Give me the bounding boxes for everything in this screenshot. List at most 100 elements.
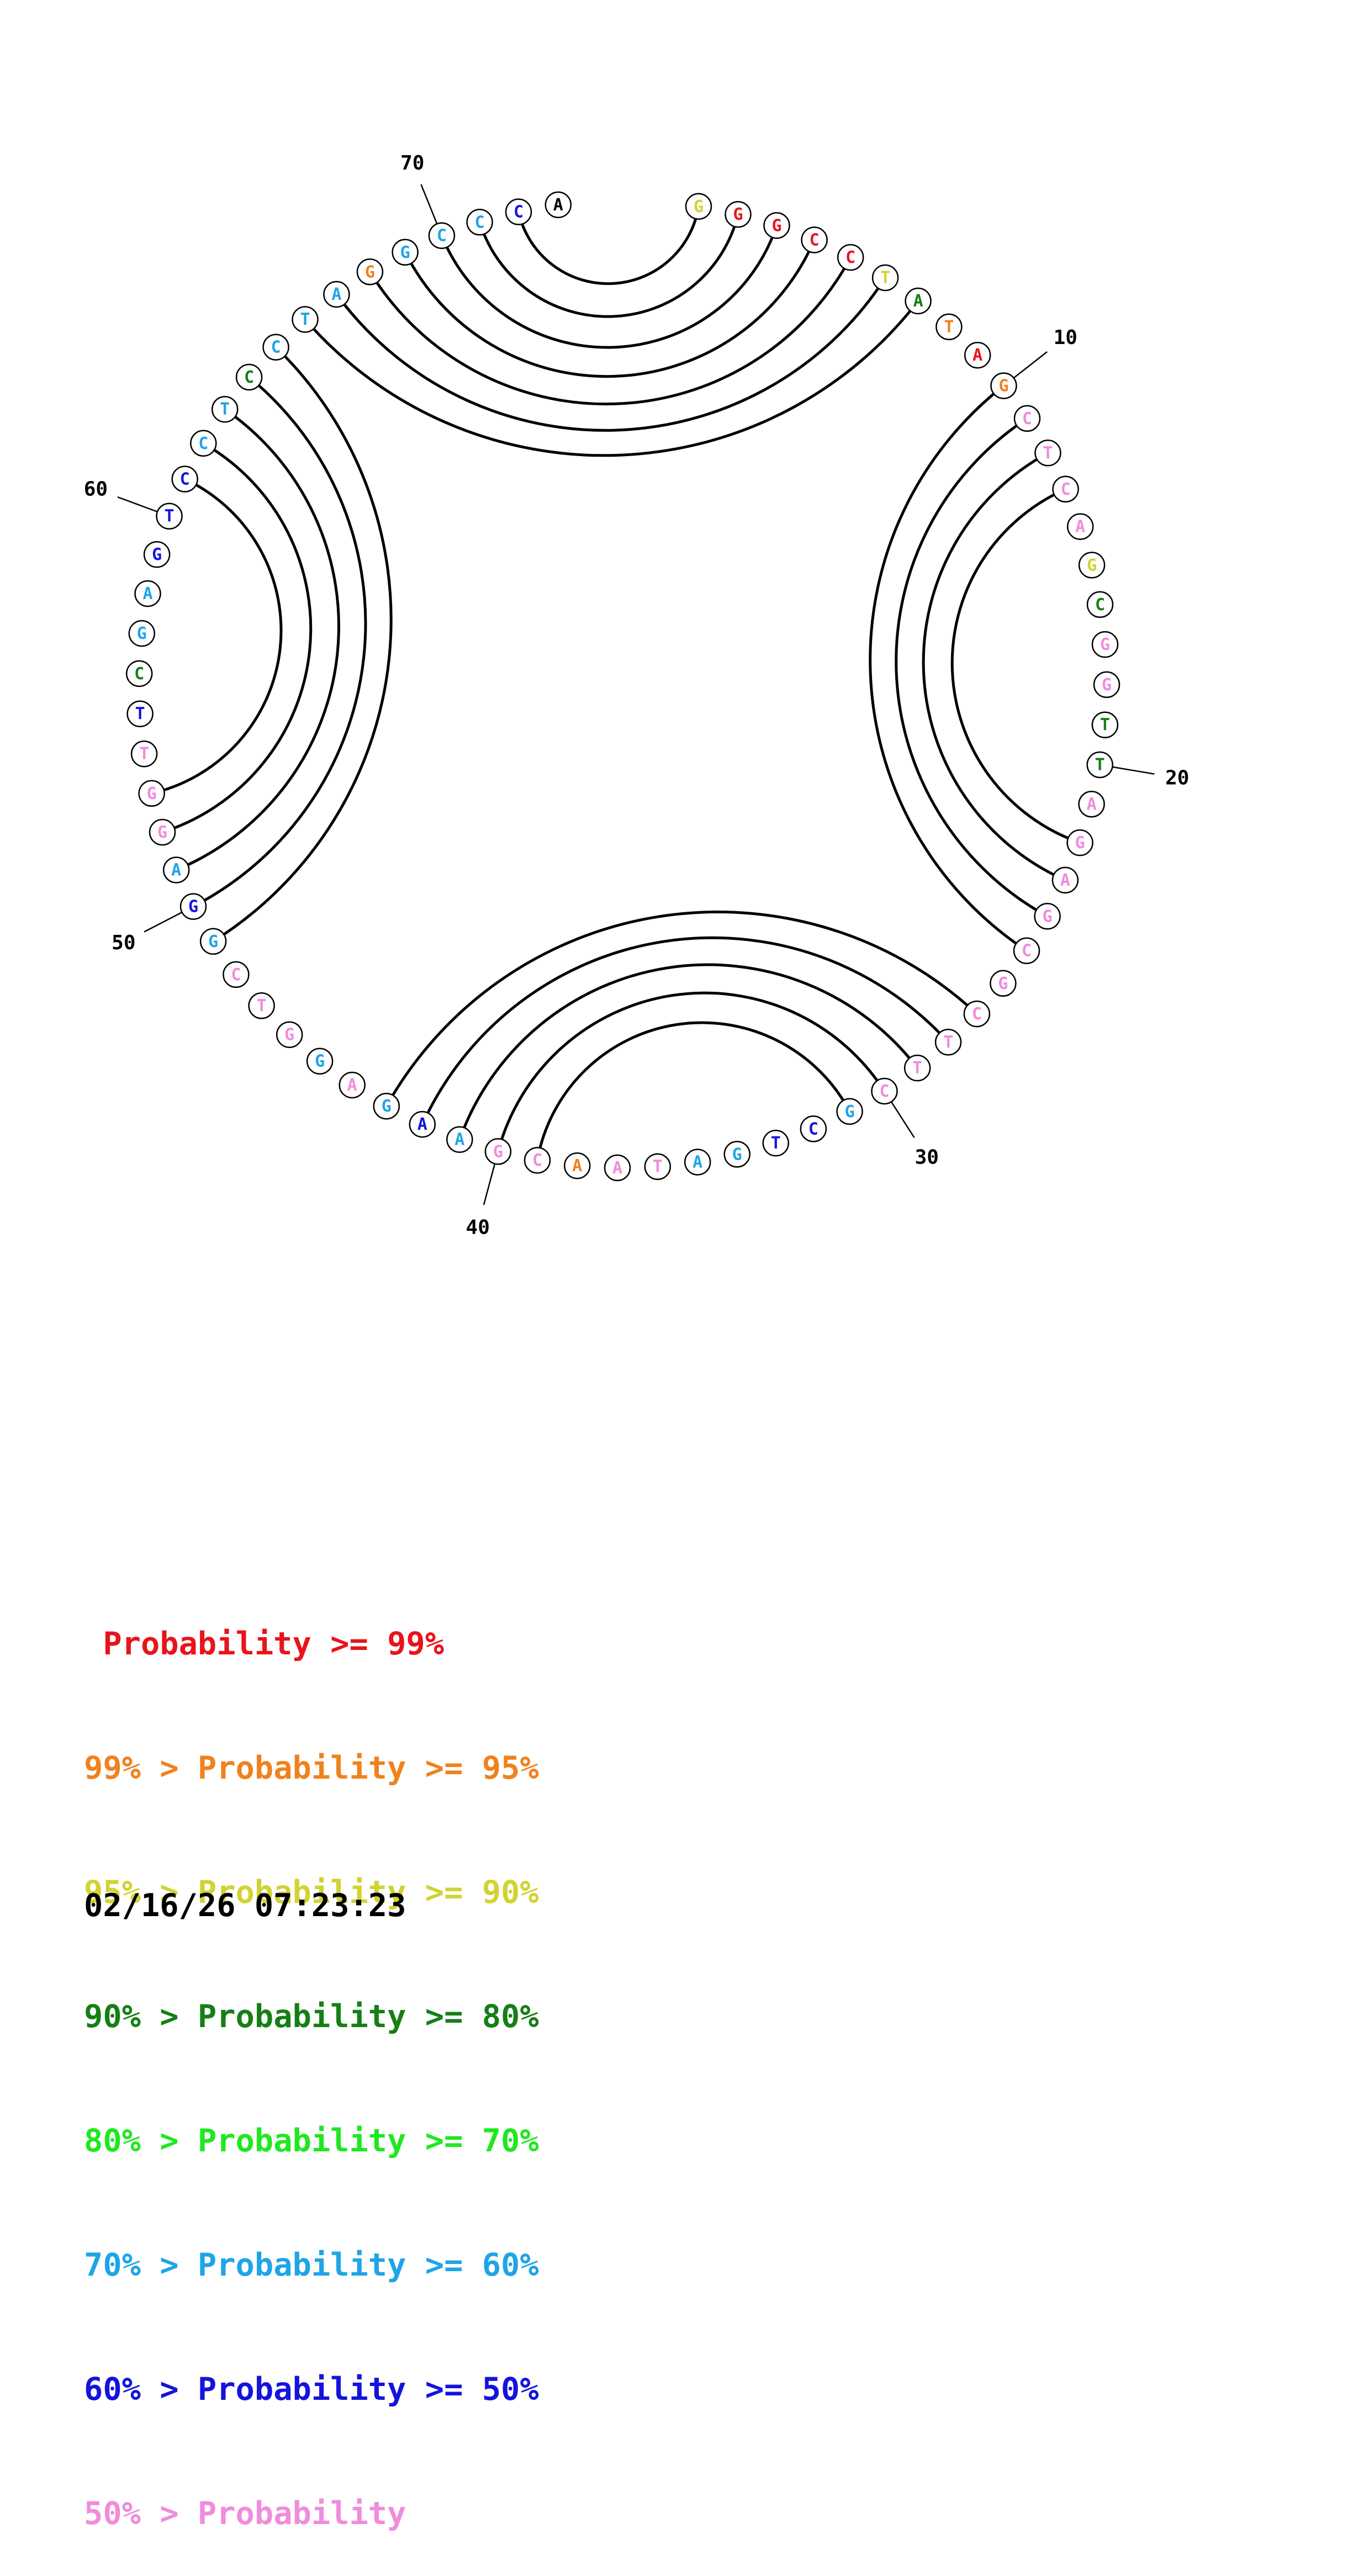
nucleotide-circle bbox=[836, 1098, 863, 1125]
legend-row: 90% > Probability >= 80% bbox=[84, 1996, 539, 2038]
nucleotide: T bbox=[934, 1029, 962, 1056]
nucleotide: A bbox=[134, 580, 161, 607]
legend-label: Probability bbox=[197, 2371, 406, 2408]
nucleotide: A bbox=[162, 856, 190, 884]
nucleotide-letter: T bbox=[220, 400, 230, 419]
nucleotide-circle bbox=[505, 198, 532, 225]
nucleotide-letter: A bbox=[347, 1076, 357, 1095]
number-label: 10 bbox=[1054, 326, 1077, 349]
nucleotide: T bbox=[211, 395, 239, 423]
legend-label: Probability bbox=[197, 1874, 406, 1911]
nucleotide-circle bbox=[392, 239, 419, 266]
nucleotide: G bbox=[149, 818, 176, 846]
nucleotide-circle bbox=[409, 1110, 436, 1138]
nucleotide-letter: G bbox=[1102, 675, 1112, 695]
base-pair-arc bbox=[151, 478, 283, 795]
nucleotide-circle bbox=[685, 193, 712, 220]
nucleotide-circle bbox=[128, 620, 156, 647]
nucleotide: A bbox=[323, 281, 350, 308]
nucleotide-letter: C bbox=[475, 213, 485, 232]
legend-label: Probability bbox=[197, 2495, 406, 2532]
nucleotide-circle bbox=[963, 1000, 991, 1028]
nucleotide-letter: G bbox=[382, 1097, 392, 1116]
nucleotide: A bbox=[964, 341, 991, 369]
nucleotide: T bbox=[248, 992, 275, 1019]
nucleotide-letter: A bbox=[572, 1156, 582, 1176]
nucleotide-circle bbox=[903, 1054, 931, 1082]
nucleotide-letter: T bbox=[1095, 755, 1105, 775]
nucleotide-letter: G bbox=[771, 216, 781, 235]
legend-suffix: >= 50% bbox=[425, 2371, 539, 2408]
nucleotide: C bbox=[1086, 591, 1114, 618]
nucleotide-circle bbox=[1066, 513, 1094, 540]
legend-prefix: 99% > bbox=[84, 1750, 179, 1786]
nucleotide-circle bbox=[1051, 866, 1079, 894]
nucleotide-circle bbox=[563, 1152, 591, 1179]
nucleotide-circle bbox=[1013, 937, 1040, 964]
nucleotide-circle bbox=[262, 334, 289, 361]
nucleotide-circle bbox=[545, 191, 572, 219]
nucleotide: G bbox=[1078, 552, 1106, 579]
nucleotide: C bbox=[1013, 405, 1041, 432]
nucleotide-circle bbox=[143, 541, 171, 568]
number-tick-line bbox=[144, 912, 183, 933]
base-pair-arc bbox=[212, 346, 393, 943]
nucleotide-circle bbox=[871, 264, 899, 292]
nucleotide: G bbox=[1066, 829, 1093, 856]
legend-label: Probability bbox=[197, 2123, 406, 2159]
nucleotide-letter: G bbox=[188, 897, 198, 917]
nucleotide: T bbox=[762, 1129, 790, 1157]
nucleotide-circle bbox=[763, 212, 790, 239]
nucleotide: G bbox=[990, 970, 1017, 997]
base-pair-arc bbox=[895, 417, 1048, 918]
nucleotide-circle bbox=[199, 928, 227, 955]
nucleotide-circle bbox=[323, 281, 350, 308]
nucleotide: G bbox=[1093, 671, 1120, 699]
nucleotide: C bbox=[466, 209, 493, 236]
base-pair-arc bbox=[536, 1021, 851, 1161]
nucleotide: G bbox=[306, 1048, 334, 1075]
nucleotide: T bbox=[935, 313, 963, 341]
nucleotide: T bbox=[1086, 751, 1113, 779]
nucleotide: T bbox=[292, 306, 319, 333]
nucleotide: C bbox=[428, 222, 456, 249]
nucleotide-letter: C bbox=[1061, 480, 1071, 499]
base-pair-arc bbox=[404, 239, 816, 378]
nucleotide-letter: A bbox=[1075, 517, 1085, 537]
nucleotide-letter: G bbox=[208, 932, 218, 951]
nucleotide-letter: T bbox=[653, 1157, 663, 1177]
nucleotide-letter: A bbox=[612, 1159, 622, 1178]
nucleotide: A bbox=[1051, 866, 1079, 894]
base-pair-arcs bbox=[151, 206, 1081, 1161]
nucleotide-letter: G bbox=[284, 1025, 294, 1045]
nucleotide: G bbox=[373, 1092, 400, 1120]
legend-prefix: 95% > bbox=[84, 1874, 179, 1911]
base-pair-arc bbox=[922, 452, 1066, 882]
nucleotide-letter: C bbox=[244, 368, 254, 387]
nucleotide: G bbox=[484, 1138, 512, 1165]
nucleotide: G bbox=[990, 372, 1017, 399]
nucleotide-letter: T bbox=[300, 310, 310, 330]
nucleotide-circle bbox=[356, 258, 384, 285]
nucleotide-letter: A bbox=[331, 285, 341, 304]
base-pair-arc bbox=[368, 256, 852, 406]
nucleotide-letter: G bbox=[400, 243, 410, 262]
legend-suffix: >= 90% bbox=[425, 1874, 539, 1911]
nucleotide-letter: T bbox=[164, 507, 174, 526]
nucleotide-letter: C bbox=[810, 231, 820, 250]
nucleotide-letter: G bbox=[315, 1052, 325, 1071]
legend-suffix: >= 60% bbox=[425, 2247, 539, 2283]
nucleotide: G bbox=[725, 200, 752, 228]
number-label: 50 bbox=[112, 932, 135, 954]
nucleotide-letter: A bbox=[972, 346, 982, 365]
nucleotide-letter: C bbox=[514, 203, 524, 222]
nucleotide-letter: C bbox=[271, 338, 281, 357]
nucleotide: G bbox=[1034, 903, 1061, 930]
nucleotide-letter: C bbox=[1022, 941, 1032, 961]
nucleotide: A bbox=[409, 1110, 436, 1138]
number-tick-line bbox=[1112, 766, 1155, 775]
nucleotide: G bbox=[128, 620, 156, 647]
nucleotide-circle bbox=[725, 200, 752, 228]
nucleotide: C bbox=[235, 363, 263, 391]
